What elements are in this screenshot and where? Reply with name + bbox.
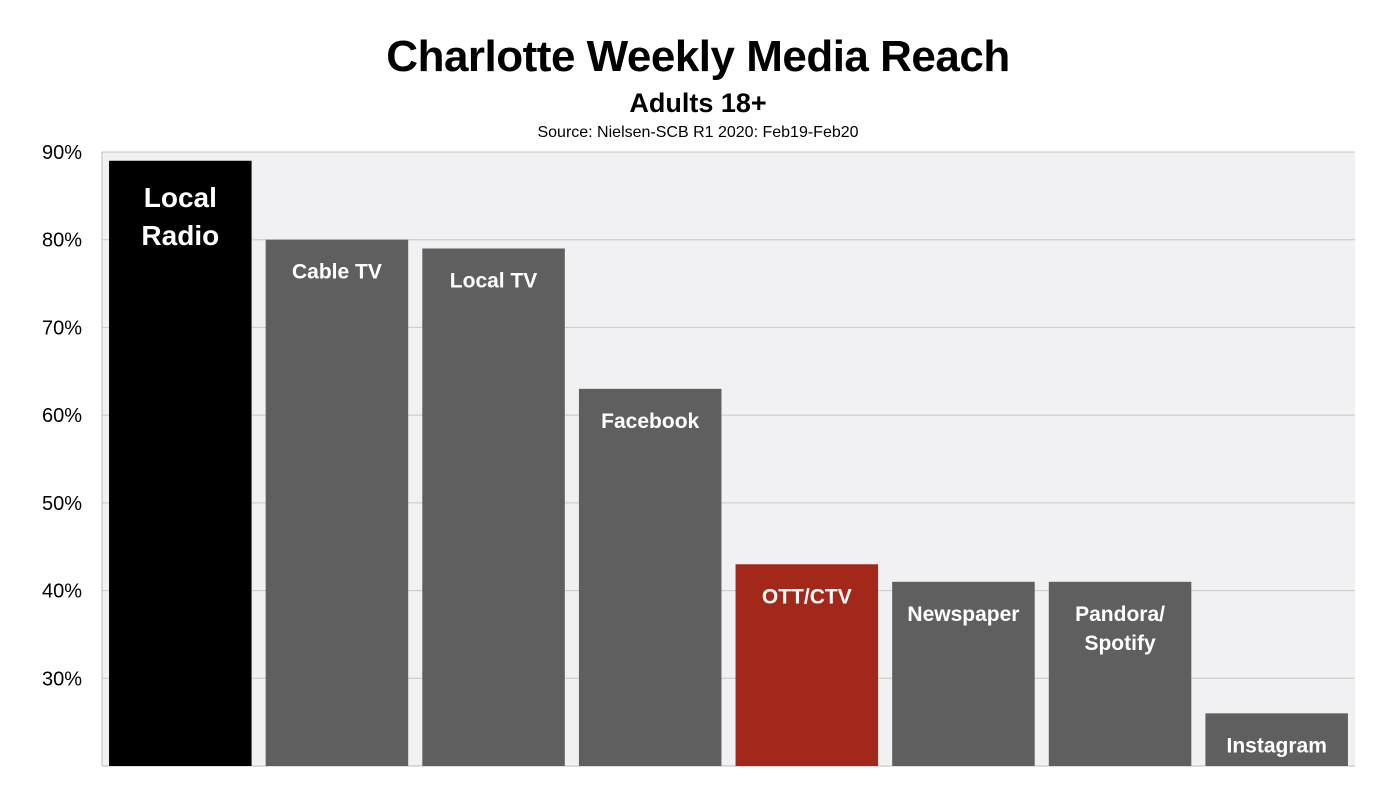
chart-source: Source: Nielsen-SCB R1 2020: Feb19-Feb20 [537, 124, 859, 141]
chart-title: Charlotte Weekly Media Reach [386, 32, 1010, 81]
bar-label: Pandora/Spotify [1075, 603, 1165, 655]
bar [109, 160, 252, 766]
y-tick-label: 50% [42, 493, 82, 515]
bar-label: Cable TV [292, 261, 382, 284]
y-tick-label: 80% [42, 230, 82, 252]
bar-label: Newspaper [907, 603, 1019, 626]
bar [578, 388, 722, 766]
bar [892, 581, 1035, 766]
bar [1205, 713, 1348, 766]
bar-label: OTT/CTV [762, 585, 852, 608]
bar [1048, 581, 1192, 766]
bar [265, 239, 409, 766]
y-tick-label: 40% [42, 581, 82, 603]
y-tick-label: 30% [42, 668, 82, 690]
bar-label: Local TV [450, 269, 538, 292]
bar [735, 564, 879, 766]
bar [422, 248, 565, 766]
bar-label: Local Radio [141, 182, 219, 251]
bar-label: Facebook [601, 410, 699, 433]
y-tick-label: 60% [42, 405, 82, 427]
y-tick-label: 90% [42, 142, 82, 164]
bar-label: Instagram [1227, 734, 1327, 757]
chart-subtitle: Adults 18+ [629, 88, 767, 118]
y-tick-label: 70% [42, 317, 82, 339]
